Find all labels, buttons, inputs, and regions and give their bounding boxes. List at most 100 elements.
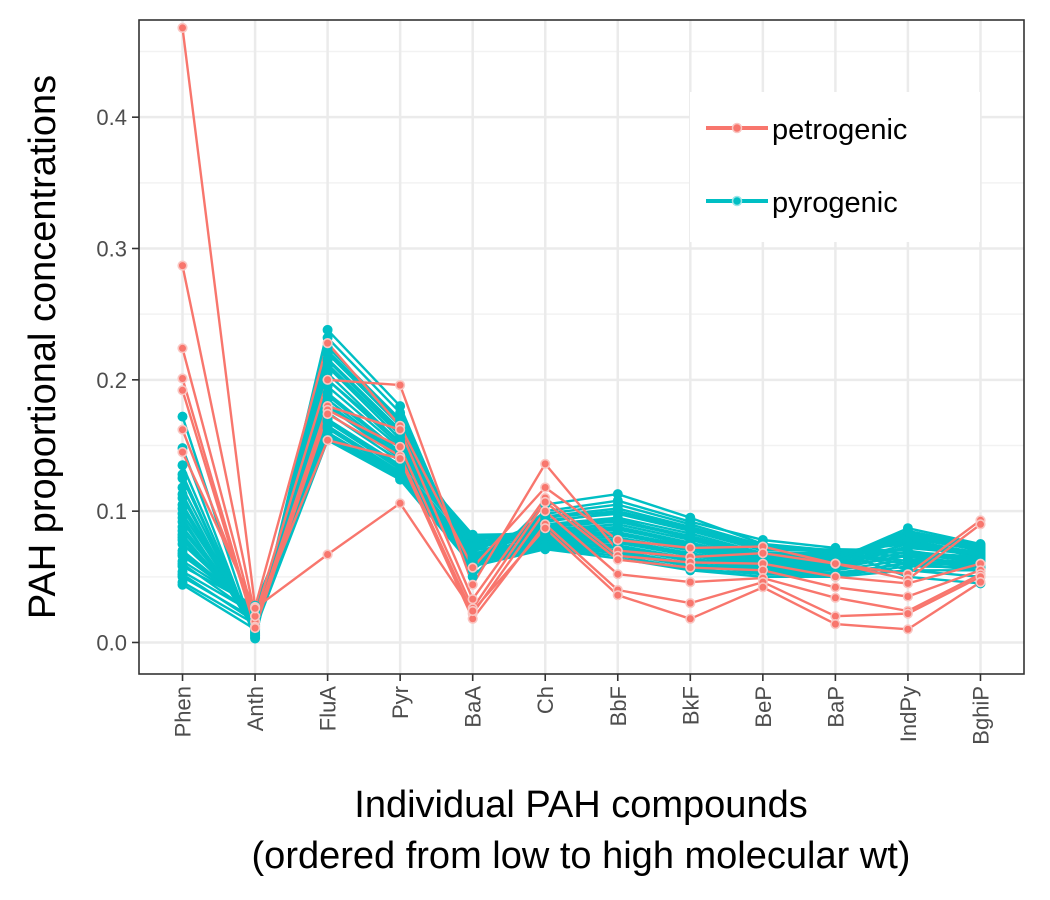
data-point-petrogenic xyxy=(395,380,406,391)
x-tick-label: BkF xyxy=(678,686,703,725)
data-point-petrogenic xyxy=(322,435,333,446)
series-lines xyxy=(181,27,982,640)
y-axis: 0.0 0.1 0.2 0.3 0.4 xyxy=(96,105,139,655)
data-point-petrogenic xyxy=(177,424,188,435)
data-point-petrogenic xyxy=(540,523,551,534)
y-axis-title: PAH proportional concentrations xyxy=(22,75,64,619)
data-point-pyrogenic xyxy=(540,541,551,552)
series-line-petrogenic xyxy=(181,389,982,630)
x-tick-label: Ch xyxy=(533,686,558,714)
series-line-petrogenic xyxy=(181,429,982,620)
x-tick-label: Pyr xyxy=(388,686,413,719)
y-tick-label: 0.4 xyxy=(96,105,127,130)
data-point-petrogenic xyxy=(395,453,406,464)
series-points-petrogenic xyxy=(177,447,986,635)
legend-key-point-pyrogenic xyxy=(731,195,743,207)
data-point-petrogenic xyxy=(902,608,914,619)
data-point-petrogenic xyxy=(322,408,333,420)
data-point-petrogenic xyxy=(540,482,551,493)
x-tick-label: Phen xyxy=(171,686,196,737)
data-point-pyrogenic xyxy=(177,529,188,540)
x-tick-label: BbF xyxy=(606,686,631,726)
data-point-petrogenic xyxy=(540,506,551,517)
data-point-petrogenic xyxy=(467,579,478,590)
data-point-petrogenic xyxy=(685,562,696,573)
data-point-petrogenic xyxy=(177,260,188,271)
series-line-petrogenic xyxy=(181,265,982,618)
x-axis-title-line-1: Individual PAH compounds xyxy=(354,784,807,826)
data-point-petrogenic xyxy=(177,373,188,384)
data-point-petrogenic xyxy=(395,424,406,435)
data-point-petrogenic xyxy=(540,496,551,508)
legend-label-pyrogenic: pyrogenic xyxy=(772,187,898,219)
data-point-petrogenic xyxy=(685,613,696,624)
legend: petrogenic pyrogenic xyxy=(690,92,980,242)
data-point-pyrogenic xyxy=(467,532,478,543)
data-point-petrogenic xyxy=(830,592,841,603)
data-point-pyrogenic xyxy=(177,512,188,523)
data-point-pyrogenic xyxy=(902,527,913,538)
data-point-petrogenic xyxy=(177,447,188,458)
series-line-petrogenic xyxy=(181,451,982,631)
data-point-petrogenic xyxy=(322,374,333,385)
data-point-pyrogenic xyxy=(975,541,986,552)
data-point-petrogenic xyxy=(685,576,696,588)
data-point-petrogenic xyxy=(322,338,333,349)
x-tick-label: BghiP xyxy=(969,686,994,745)
legend-background xyxy=(690,92,980,242)
plot-border xyxy=(138,19,1025,675)
data-point-pyrogenic xyxy=(612,503,623,514)
data-point-petrogenic xyxy=(685,542,696,554)
data-point-petrogenic xyxy=(757,548,769,559)
data-point-petrogenic xyxy=(830,618,841,630)
data-point-petrogenic xyxy=(467,562,478,573)
data-point-petrogenic xyxy=(902,624,914,635)
x-tick-label: BaA xyxy=(461,686,486,728)
data-point-petrogenic xyxy=(830,558,841,569)
y-tick-label: 0.2 xyxy=(96,368,127,393)
data-point-petrogenic xyxy=(612,569,623,580)
data-point-petrogenic xyxy=(250,603,261,614)
data-point-petrogenic xyxy=(467,593,478,605)
series-points xyxy=(177,22,986,644)
x-tick-label: IndPy xyxy=(896,686,921,742)
data-point-pyrogenic xyxy=(177,411,188,422)
legend-item-petrogenic: petrogenic xyxy=(706,114,907,146)
data-point-pyrogenic xyxy=(177,558,188,569)
data-point-petrogenic xyxy=(177,343,188,354)
x-tick-label: FluA xyxy=(316,686,341,732)
series-line-pyrogenic xyxy=(181,357,981,635)
x-tick-label: Anth xyxy=(243,686,268,731)
legend-key-point-petrogenic xyxy=(731,122,743,134)
data-point-pyrogenic xyxy=(177,579,188,590)
data-point-petrogenic xyxy=(395,498,406,509)
series-line-pyrogenic xyxy=(181,432,981,623)
series-line-petrogenic xyxy=(181,347,981,623)
data-point-pyrogenic xyxy=(322,390,333,401)
data-point-pyrogenic xyxy=(177,503,188,514)
data-point-pyrogenic xyxy=(612,523,623,534)
data-point-petrogenic xyxy=(685,597,696,609)
data-point-petrogenic xyxy=(177,385,188,396)
legend-item-pyrogenic: pyrogenic xyxy=(706,187,898,219)
data-point-pyrogenic xyxy=(685,521,696,532)
data-point-petrogenic xyxy=(612,554,623,565)
data-point-petrogenic xyxy=(467,605,478,617)
data-point-petrogenic xyxy=(830,582,841,593)
x-tick-label: BaP xyxy=(823,686,848,728)
data-point-petrogenic xyxy=(322,549,333,560)
data-point-petrogenic xyxy=(902,591,914,602)
data-point-pyrogenic xyxy=(902,556,913,567)
data-point-petrogenic xyxy=(975,519,986,530)
x-axis-title-line-2: (ordered from low to high molecular wt) xyxy=(252,835,911,877)
data-point-petrogenic xyxy=(757,582,769,593)
data-point-petrogenic xyxy=(612,534,623,546)
data-point-petrogenic xyxy=(612,590,623,601)
data-point-pyrogenic xyxy=(177,460,188,471)
data-point-pyrogenic xyxy=(177,569,188,580)
data-point-petrogenic xyxy=(395,441,406,452)
x-axis: Phen Anth FluA Pyr BaA Ch BbF BkF BeP BaP IndPy Bgh… xyxy=(171,674,994,745)
data-point-petrogenic xyxy=(902,578,914,589)
data-point-pyrogenic xyxy=(177,489,188,500)
